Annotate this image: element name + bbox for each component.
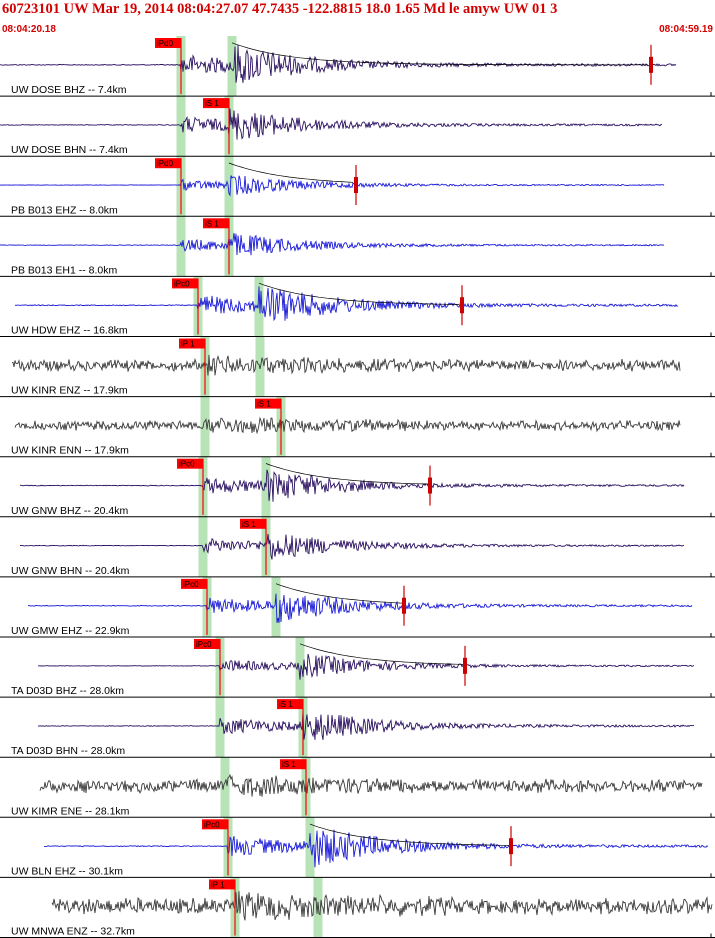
waveform-trace — [11, 354, 681, 376]
event-title: 60723101 UW Mar 19, 2014 08:04:27.07 47.… — [2, 1, 558, 17]
channel-row[interactable]: iS 1 UW KIMR ENE -- 28.1km — [0, 759, 715, 818]
pick-label: iPd0 — [157, 159, 174, 168]
coda-marker-box[interactable] — [463, 657, 467, 674]
pick-box[interactable] — [280, 759, 306, 770]
channel-label: UW DOSE BHZ -- 7.4km — [11, 84, 127, 96]
pick-label: iPc0 — [183, 580, 199, 589]
channel-label: UW KINR ENN -- 17.9km — [11, 445, 129, 457]
channel-label: UW HDW EHZ -- 16.8km — [11, 325, 128, 337]
channel-label: UW GNW BHZ -- 20.4km — [11, 505, 129, 517]
pick-label: iP 1 — [181, 340, 195, 349]
coda-curve — [228, 162, 354, 183]
waveform-trace — [38, 653, 695, 680]
waveform-trace — [19, 469, 685, 502]
waveform-trace — [19, 533, 685, 560]
waveform-trace — [0, 232, 665, 256]
channel-row[interactable]: iS 1 UW GNW BHN -- 20.4km — [0, 518, 715, 578]
channel-row[interactable]: iPc0 UW GNW BHZ -- 20.4km — [0, 458, 715, 518]
channel-row[interactable]: iPd0 UW DOSE BHZ -- 7.4km — [0, 38, 715, 97]
pick-label: iS 1 — [242, 520, 256, 529]
channel-rows: iPd0 UW DOSE BHZ -- 7.4km iS 1 UW DOSE BHN … — [0, 38, 715, 938]
waveform-trace — [14, 416, 681, 435]
channel-row[interactable]: iP 1 UW KINR ENZ -- 17.9km — [0, 338, 715, 398]
channel-row[interactable]: iS 1 PB B013 EH1 -- 8.0km — [0, 218, 715, 277]
event-header: 60723101 UW Mar 19, 2014 08:04:27.07 47.… — [0, 0, 715, 38]
pick-label: iP 1 — [211, 880, 225, 889]
coda-curve — [309, 823, 511, 846]
channel-label: PB B013 EH1 -- 8.0km — [11, 264, 117, 276]
pick-box[interactable] — [203, 98, 229, 109]
channel-label: UW KIMR ENE -- 28.1km — [11, 805, 130, 817]
channel-row[interactable]: iPd0 PB B013 EHZ -- 8.0km — [0, 158, 715, 217]
pick-box[interactable] — [194, 639, 220, 649]
pick-label: iS 1 — [279, 700, 293, 709]
pick-box[interactable] — [155, 158, 181, 169]
coda-marker-box[interactable] — [460, 297, 464, 314]
waveform-trace — [37, 710, 695, 740]
coda-curve — [299, 643, 465, 665]
channel-row[interactable]: iS 1 TA D03D BHN -- 28.0km — [0, 699, 715, 758]
coda-curve — [231, 42, 648, 66]
waveform-trace — [27, 593, 693, 623]
waveform-trace — [14, 286, 679, 322]
channel-label: UW BLN EHZ -- 30.1km — [11, 865, 123, 877]
channel-row[interactable]: iS 1 UW KINR ENN -- 17.9km — [0, 398, 715, 458]
pick-box[interactable] — [177, 458, 203, 469]
pick-box[interactable] — [277, 699, 303, 710]
pick-box[interactable] — [255, 398, 281, 409]
coda-marker-box[interactable] — [402, 597, 406, 614]
coda-curve — [265, 463, 431, 485]
pick-label: iPc0 — [179, 460, 195, 469]
waveform-trace — [44, 829, 709, 868]
channel-row[interactable]: iS 1 UW DOSE BHN -- 7.4km — [0, 98, 715, 157]
end-time: 08:04:59.19 — [659, 24, 713, 35]
waveform-trace — [0, 175, 665, 197]
channel-label: UW DOSE BHN -- 7.4km — [11, 144, 128, 156]
channel-label: UW GNW BHN -- 20.4km — [11, 565, 130, 577]
waveform-trace — [0, 108, 663, 140]
channel-row[interactable]: iP 1 UW MNWA ENZ -- 32.7km — [0, 879, 715, 938]
pick-label: iPc0 — [204, 820, 220, 829]
pick-label: iPc0 — [174, 279, 190, 288]
pick-label: iS 1 — [205, 219, 219, 228]
channel-row[interactable]: iPc0 UW GMW EHZ -- 22.9km — [0, 578, 715, 638]
channel-row[interactable]: iPc0 UW HDW EHZ -- 16.8km — [0, 278, 715, 337]
start-time: 08:04:20.18 — [2, 24, 56, 35]
coda-curve — [275, 583, 405, 604]
channel-row[interactable]: iPc0 UW BLN EHZ -- 30.1km — [0, 819, 715, 878]
channel-label: PB B013 EHZ -- 8.0km — [11, 204, 118, 216]
pick-box[interactable] — [240, 518, 266, 529]
pick-box[interactable] — [172, 278, 198, 289]
coda-marker-box[interactable] — [354, 177, 358, 194]
pick-label: iS 1 — [257, 400, 271, 409]
coda-marker-box[interactable] — [509, 838, 513, 855]
waveform-trace — [51, 891, 713, 921]
pick-box[interactable] — [179, 338, 205, 349]
p-pick-window — [176, 36, 240, 938]
pick-label: iS 1 — [205, 99, 219, 108]
waveform-trace — [39, 773, 703, 797]
coda-marker-box[interactable] — [649, 56, 653, 73]
waveform-trace — [0, 44, 677, 83]
pick-box[interactable] — [181, 578, 207, 589]
pick-label: iPc0 — [196, 640, 212, 649]
coda-curve — [258, 282, 460, 305]
channel-label: TA D03D BHZ -- 28.0km — [11, 685, 124, 697]
channel-label: UW KINR ENZ -- 17.9km — [11, 385, 128, 397]
channel-label: UW GMW EHZ -- 22.9km — [11, 625, 130, 637]
pick-label: iS 1 — [282, 760, 296, 769]
channel-label: TA D03D BHN -- 28.0km — [11, 745, 125, 757]
seismogram-panel: iPd0 UW DOSE BHZ -- 7.4km iS 1 UW DOSE BHN … — [0, 36, 715, 938]
coda-marker-box[interactable] — [428, 477, 432, 494]
pick-box[interactable] — [203, 218, 229, 229]
pick-box[interactable] — [202, 819, 228, 830]
channel-label: UW MNWA ENZ -- 32.7km — [11, 926, 135, 938]
pick-windows — [176, 36, 323, 938]
pick-label: iPd0 — [157, 39, 174, 48]
channel-row[interactable]: iPc0 TA D03D BHZ -- 28.0km — [0, 639, 715, 698]
pick-box[interactable] — [209, 879, 235, 890]
pick-box[interactable] — [155, 38, 181, 48]
